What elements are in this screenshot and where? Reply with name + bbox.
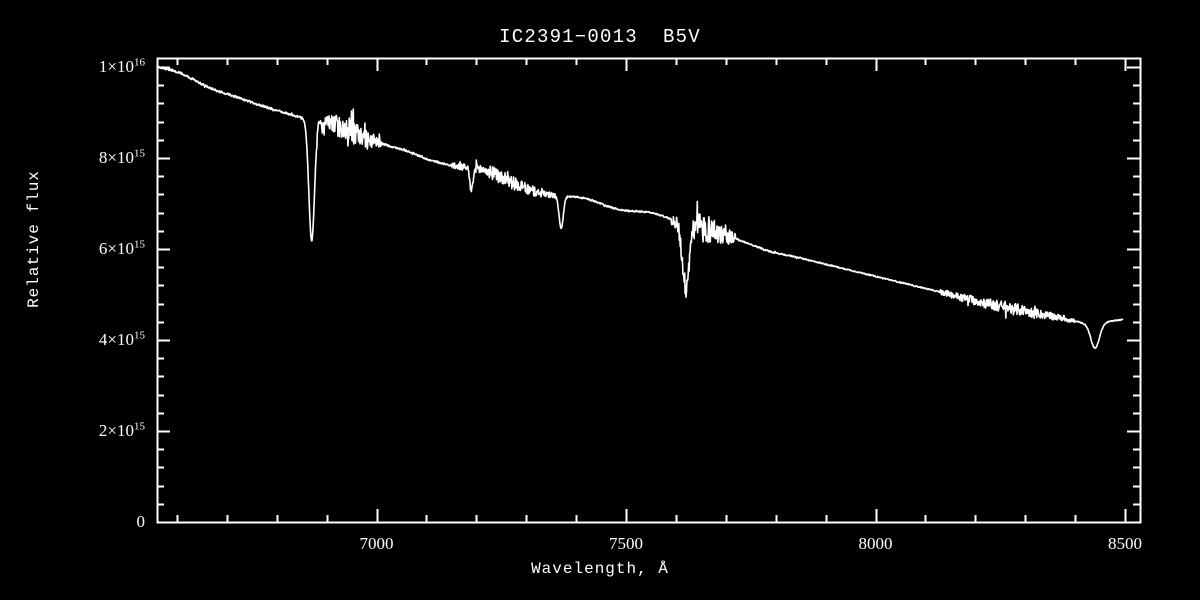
plot-frame-overlay xyxy=(156,57,1142,524)
x-tick-label: 8000 xyxy=(858,534,893,553)
y-tick-label: 6×1015 xyxy=(98,238,145,259)
y-tick-label: 2×1015 xyxy=(98,420,145,441)
x-axis-ticks xyxy=(176,58,1127,522)
x-tick-label: 8500 xyxy=(1108,534,1143,553)
y-tick-label: 0 xyxy=(136,512,146,531)
y-tick-label: 8×1015 xyxy=(98,147,145,168)
page-title: IC2391−0013 B5V xyxy=(499,26,701,48)
spectrum-line xyxy=(156,65,1124,350)
x-tick-label: 7000 xyxy=(359,534,394,553)
y-tick-label: 4×1015 xyxy=(98,329,145,350)
y-axis-ticks xyxy=(157,66,1140,524)
y-tick-label: 1×1016 xyxy=(98,56,145,77)
x-tick-label: 7500 xyxy=(609,534,644,553)
x-axis-title: Wavelength, Å xyxy=(531,560,669,578)
